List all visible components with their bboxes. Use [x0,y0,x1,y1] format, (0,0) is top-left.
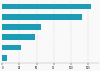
Bar [2,4,91,9]
Bar [2,55,7,61]
Bar [2,34,34,40]
Bar [2,24,41,30]
Bar [2,45,21,50]
Bar [2,14,82,20]
